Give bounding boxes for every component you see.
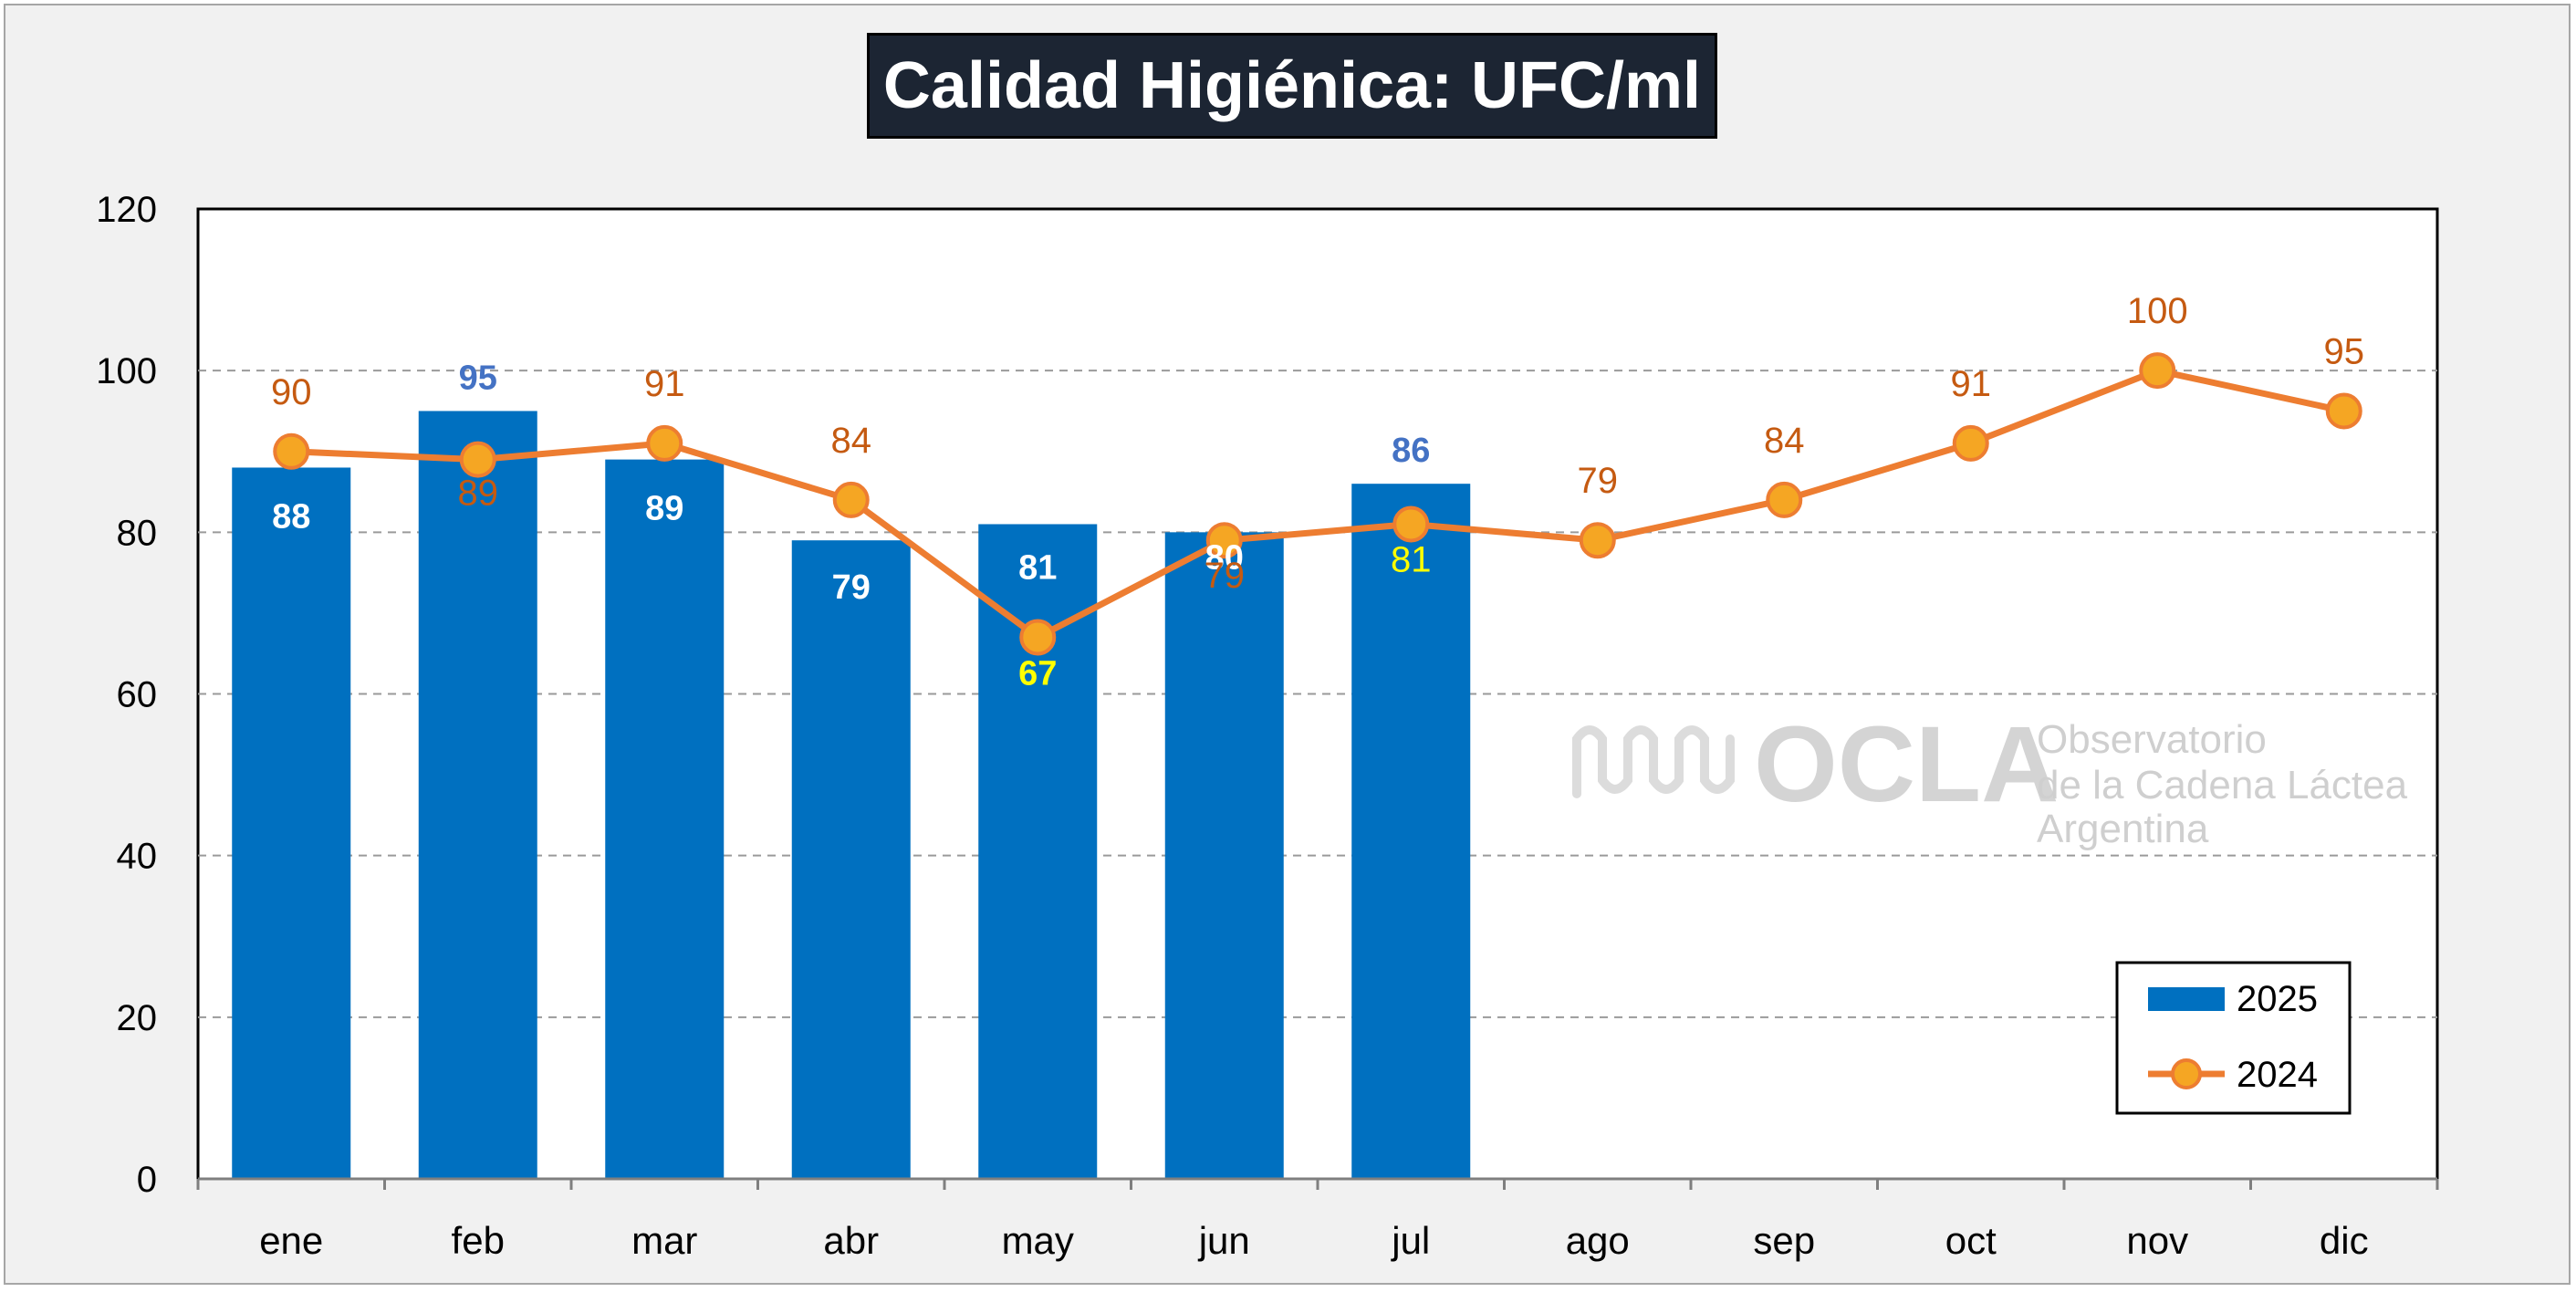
y-tick-label: 80 — [117, 513, 158, 553]
x-tick-label: dic — [2320, 1219, 2369, 1262]
point-2024-ago — [1579, 522, 1616, 559]
series-line-2024 — [291, 367, 2345, 641]
point-2024-abr — [832, 481, 870, 518]
point-2024-dic — [2325, 392, 2362, 430]
watermark: OCLA Observatorio de la Cadena Láctea Ar… — [1572, 704, 2408, 851]
x-tick-label: abr — [823, 1219, 879, 1262]
legend-marker-2024 — [2171, 1058, 2202, 1089]
line-2024 — [273, 352, 2362, 656]
line-label-dic: 95 — [2324, 331, 2365, 371]
line-label-jul: 81 — [1391, 539, 1432, 579]
y-tick-label: 60 — [117, 675, 158, 715]
bar-mar — [605, 459, 725, 1179]
point-2024-mar — [646, 424, 683, 462]
point-2024-sep — [1766, 481, 1803, 518]
bar-ene — [232, 467, 351, 1179]
data-labels: 88 95 89 79 81 80 86 90 89 91 84 67 79 81 79 84 91 100 95 — [271, 291, 2364, 693]
watermark-line3: Argentina — [2037, 807, 2209, 851]
point-2024-may — [1019, 619, 1057, 656]
line-label-abr: 84 — [831, 421, 872, 461]
legend-label-2024: 2024 — [2237, 1055, 2318, 1095]
bar-label-feb: 95 — [459, 359, 497, 397]
line-label-sep: 84 — [1764, 421, 1805, 461]
point-2024-oct — [1952, 424, 1989, 462]
line-label-ago: 79 — [1578, 461, 1619, 501]
x-tick-label: jun — [1197, 1219, 1250, 1262]
x-tick-label: may — [1002, 1219, 1074, 1262]
bar-jul — [1351, 484, 1471, 1179]
legend: 2025 2024 — [2115, 961, 2352, 1115]
bar-label-jul: 86 — [1392, 432, 1430, 470]
line-label-mar: 91 — [644, 364, 685, 404]
legend-swatch-2025 — [2148, 987, 2225, 1011]
bar-label-may: 81 — [1018, 548, 1057, 587]
watermark-logo: OCLA — [1754, 704, 2059, 825]
line-label-oct: 91 — [1951, 364, 1992, 404]
point-2024-jul — [1392, 505, 1430, 543]
x-tick-label: ago — [1566, 1219, 1630, 1262]
bar-label-mar: 89 — [645, 490, 683, 528]
point-2024-nov — [2139, 352, 2176, 390]
y-tick-label: 100 — [96, 351, 157, 391]
bar-label-ene: 88 — [272, 497, 310, 536]
x-tick-label: oct — [1945, 1219, 1997, 1262]
watermark-line2: de la Cadena Láctea — [2037, 763, 2408, 808]
y-axis-ticks: 0 20 40 60 80 100 120 — [96, 190, 157, 1200]
x-tick-label: sep — [1753, 1219, 1815, 1262]
line-label-jun: 79 — [1205, 556, 1246, 596]
point-2024-ene — [273, 432, 310, 470]
point-2024-jun — [1205, 522, 1243, 559]
watermark-line1: Observatorio — [2037, 717, 2267, 762]
x-axis: ene feb mar abr may jun jul ago sep oct nov dic — [196, 1177, 2439, 1262]
y-tick-label: 20 — [117, 998, 158, 1038]
bar-label-jun: 80 — [1205, 538, 1244, 577]
y-tick-label: 0 — [137, 1160, 157, 1200]
x-tick-label: jul — [1390, 1219, 1430, 1262]
bar-feb — [418, 411, 537, 1179]
x-tick-label: feb — [452, 1219, 505, 1262]
chart-title: Calidad Higiénica: UFC/ml — [867, 33, 1717, 139]
bar-abr — [791, 540, 911, 1179]
bar-label-abr: 79 — [832, 568, 871, 607]
line-label-feb: 89 — [458, 474, 499, 514]
line-label-nov: 100 — [2127, 291, 2188, 331]
line-label-ene: 90 — [271, 372, 312, 412]
legend-label-2025: 2025 — [2237, 979, 2318, 1019]
watermark-wave-icon — [1572, 725, 1735, 798]
x-tick-label: mar — [631, 1219, 697, 1262]
y-tick-label: 120 — [96, 190, 157, 230]
x-tick-label: nov — [2126, 1219, 2188, 1262]
point-2024-feb — [459, 441, 496, 478]
bar-jun — [1164, 532, 1284, 1179]
gridlines — [198, 370, 2437, 1018]
x-tick-label: ene — [259, 1219, 323, 1262]
line-label-may: 67 — [1018, 654, 1057, 693]
y-tick-label: 40 — [117, 837, 158, 877]
bars-2025 — [232, 411, 1471, 1179]
